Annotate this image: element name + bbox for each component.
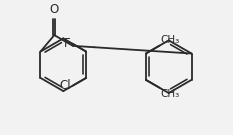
Text: CH₃: CH₃ [160,89,180,99]
Text: O: O [50,3,59,16]
Text: Cl: Cl [59,79,71,92]
Text: F: F [64,37,71,50]
Text: CH₃: CH₃ [160,35,180,45]
